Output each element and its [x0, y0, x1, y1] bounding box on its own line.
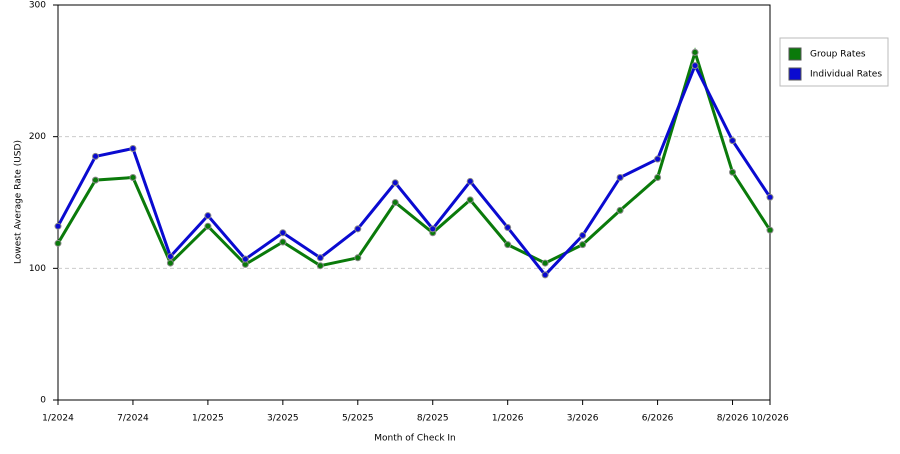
point [279, 238, 287, 246]
point [579, 231, 587, 239]
y-tick-label: 100 [29, 264, 46, 274]
point [729, 168, 737, 176]
point [691, 48, 699, 56]
point [766, 226, 774, 234]
point [541, 271, 549, 279]
point [429, 225, 437, 233]
x-tick-label: 3/2025 [267, 414, 299, 424]
y-tick-label: 0 [40, 396, 46, 406]
x-tick-label: 10/2026 [751, 414, 789, 424]
point [354, 254, 362, 262]
point [166, 252, 174, 260]
point [654, 173, 662, 181]
point [504, 241, 512, 249]
point [129, 145, 137, 153]
x-tick-label: 1/2026 [492, 414, 524, 424]
x-tick-label: 8/2026 [717, 414, 749, 424]
legend-label: Group Rates [810, 50, 866, 60]
point [654, 155, 662, 163]
point [579, 241, 587, 249]
point [466, 177, 474, 185]
point [504, 224, 512, 232]
x-tick-label: 3/2026 [567, 414, 599, 424]
point [129, 173, 137, 181]
legend-swatch [788, 67, 802, 81]
x-axis-label: Month of Check In [374, 434, 456, 444]
point [241, 255, 249, 263]
x-tick-label: 1/2025 [192, 414, 224, 424]
point [391, 179, 399, 187]
point [316, 254, 324, 262]
x-tick-label: 8/2025 [417, 414, 449, 424]
x-tick-label: 6/2026 [642, 414, 674, 424]
point [541, 259, 549, 267]
point [204, 212, 212, 220]
y-tick-label: 200 [29, 132, 46, 142]
point [691, 62, 699, 70]
point [54, 239, 62, 247]
point [166, 259, 174, 267]
legend-label: Individual Rates [810, 70, 882, 80]
point [391, 199, 399, 206]
plot-frame [57, 4, 771, 401]
x-tick-label: 1/2024 [42, 414, 74, 424]
point [354, 225, 362, 233]
y-axis-label: Lowest Average Rate (USD) [14, 140, 24, 264]
point [204, 222, 212, 230]
point [766, 193, 774, 201]
point [616, 206, 624, 214]
point [729, 137, 737, 145]
point [616, 173, 624, 181]
point [279, 229, 287, 237]
point [54, 222, 62, 230]
point [466, 196, 474, 204]
x-tick-label: 7/2024 [117, 414, 149, 424]
x-tick-label: 5/2025 [342, 414, 374, 424]
series-line [56, 47, 772, 268]
point [316, 262, 324, 270]
series-line [56, 61, 772, 278]
point [91, 176, 99, 184]
y-tick-label: 300 [29, 1, 46, 11]
point [91, 152, 99, 160]
legend-swatch [788, 47, 802, 61]
